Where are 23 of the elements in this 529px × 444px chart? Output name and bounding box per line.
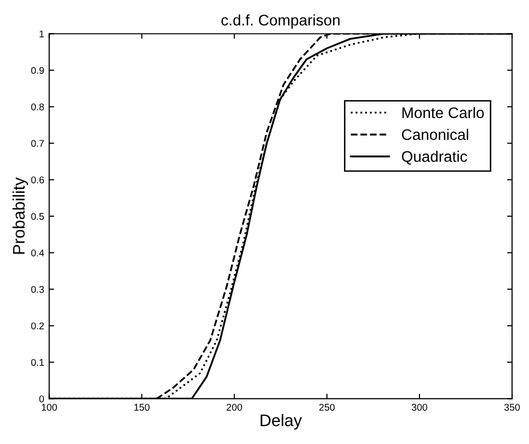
x-tick-label: 150: [134, 404, 150, 411]
x-tick-label: 200: [226, 404, 242, 411]
x-tick-label: 100: [42, 404, 57, 411]
y-tick-label: 1: [40, 30, 44, 38]
legend-label: Quadratic: [402, 150, 468, 165]
legend-label: Monte Carlo: [402, 106, 484, 118]
y-tick-label: 0.4: [31, 249, 44, 256]
x-tick-label: 350: [504, 404, 520, 411]
x-tick-label: 300: [412, 404, 428, 411]
y-tick-label: 0.2: [31, 322, 44, 330]
y-tick-label: 0.8: [31, 103, 44, 110]
x-tick-label: 250: [319, 404, 335, 411]
y-tick-label: 0.3: [31, 286, 44, 293]
chart-title: c.d.f. Comparison: [221, 14, 340, 29]
y-axis-title: Probability: [12, 177, 28, 254]
legend-label: Canonical: [402, 128, 468, 140]
y-tick-label: 0.7: [31, 140, 44, 147]
y-tick-label: 0.6: [31, 176, 44, 184]
y-tick-label: 0.5: [31, 212, 44, 220]
y-tick-label: 0.1: [31, 358, 44, 366]
x-axis-title: Delay: [260, 414, 302, 430]
y-tick-label: 0: [39, 395, 44, 402]
y-tick-label: 0.9: [31, 66, 44, 74]
